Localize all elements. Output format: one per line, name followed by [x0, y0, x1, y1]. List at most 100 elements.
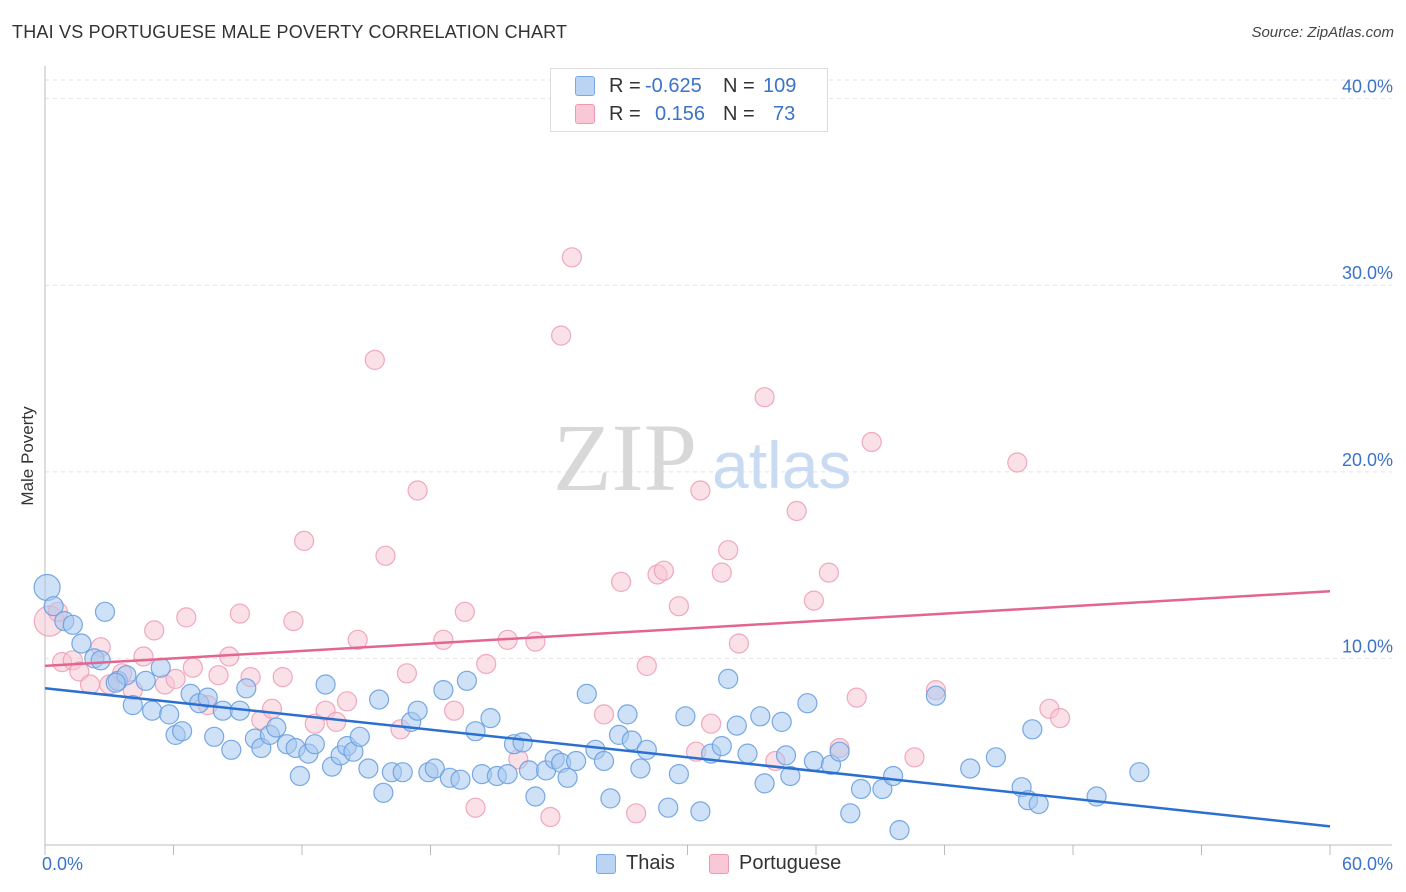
legend-row-thais: R = -0.625 N = 109 — [575, 73, 796, 99]
portuguese-point — [476, 653, 497, 675]
thais-point — [480, 707, 501, 729]
thais-point — [668, 763, 690, 785]
thais-point — [204, 726, 225, 747]
thais-point — [829, 741, 850, 762]
legend-row-portuguese: R = 0.156 N = 73 — [575, 101, 795, 127]
thais-point — [71, 633, 92, 654]
x-tick-label: 60.0% — [1342, 854, 1393, 874]
thais-point — [565, 750, 587, 772]
portuguese-point — [326, 711, 347, 733]
thais-point — [711, 735, 732, 757]
thais-point — [636, 739, 657, 760]
thais-point — [780, 765, 801, 787]
portuguese-point — [364, 349, 385, 370]
watermark: ZIP atlas — [553, 404, 851, 511]
portuguese-point — [636, 655, 657, 677]
thais-point — [617, 704, 638, 725]
thais-point — [889, 819, 910, 841]
thais-point — [850, 778, 872, 800]
thais-point — [960, 758, 981, 779]
thais-point — [557, 767, 578, 788]
portuguese-point — [1007, 452, 1028, 473]
portuguese-point — [229, 603, 250, 624]
data-points — [33, 247, 1150, 841]
portuguese-point — [182, 657, 203, 678]
portuguese-point — [336, 691, 358, 712]
axis-labels: 10.0% 20.0% 30.0% 40.0% 0.0% 60.0% Male Povert… — [18, 77, 1393, 874]
legend-n-label: N = — [723, 74, 755, 97]
y-tick-label: 20.0% — [1342, 450, 1393, 470]
portuguese-swatch — [575, 104, 595, 124]
thais-point — [600, 788, 621, 809]
thais-point — [840, 803, 861, 824]
portuguese-point — [718, 540, 739, 561]
legend: R = -0.625 N = 109 R = 0.156 N = 73 — [550, 68, 828, 132]
portuguese-point — [283, 610, 304, 632]
portuguese-label: Portuguese — [739, 852, 842, 874]
chart-title: THAI VS PORTUGUESE MALE POVERTY CORRELAT… — [12, 22, 568, 42]
thais-point — [754, 773, 775, 794]
portuguese-point — [144, 620, 165, 641]
portuguese-point — [561, 247, 583, 268]
portuguese-point — [690, 480, 711, 501]
thais-point — [882, 765, 904, 787]
thais-point — [212, 700, 233, 721]
thais-point — [803, 750, 825, 772]
thais-point — [1022, 719, 1043, 740]
thais-point — [373, 782, 394, 803]
thais-point — [726, 715, 747, 736]
axes — [44, 66, 1392, 855]
y-tick-label: 30.0% — [1342, 263, 1393, 283]
portuguese-point — [846, 687, 867, 708]
thais-point — [369, 689, 390, 710]
thais-point — [658, 797, 679, 818]
thais-point — [771, 711, 792, 733]
thais-point — [593, 750, 615, 772]
portuguese-point — [668, 596, 690, 617]
legend-n-value: 109 — [763, 74, 797, 97]
bottom-legend-thais: Thais — [596, 852, 675, 875]
thais-point — [159, 704, 180, 725]
thais-point — [135, 670, 156, 691]
portuguese-point — [861, 431, 882, 453]
thais-point — [1028, 793, 1049, 815]
portuguese-point — [69, 661, 90, 682]
thais-point — [197, 687, 218, 708]
portuguese-point — [550, 325, 572, 346]
portuguese-point — [593, 704, 615, 725]
portuguese-point — [728, 633, 750, 654]
legend-r-label: R = — [609, 102, 641, 125]
portuguese-point — [433, 629, 454, 650]
thais-point — [142, 700, 163, 721]
thais-point — [90, 650, 111, 671]
thais-point — [737, 743, 758, 764]
y-tick-label: 10.0% — [1342, 636, 1393, 656]
portuguese-point — [786, 500, 807, 522]
portuguese-point — [396, 663, 417, 684]
thais-point — [304, 734, 325, 755]
legend-n-label: N = — [723, 102, 755, 125]
thais-point — [407, 700, 428, 721]
portuguese-point — [133, 646, 154, 667]
portuguese-point — [465, 797, 486, 818]
portuguese-point — [803, 590, 825, 611]
thais-point — [675, 706, 696, 727]
thais-point — [349, 726, 370, 747]
portuguese-point — [261, 698, 283, 719]
thais-point — [518, 760, 540, 781]
portuguese-point — [444, 700, 465, 721]
portuguese-point — [818, 562, 840, 583]
thais-point — [512, 732, 533, 753]
thais-point — [289, 765, 310, 787]
watermark-zip: ZIP — [553, 404, 697, 511]
thais-point — [236, 678, 257, 699]
thais-point — [392, 762, 413, 783]
portuguese-point — [208, 665, 229, 686]
thais-point — [315, 674, 336, 695]
thais-swatch — [596, 853, 616, 874]
portuguese-point — [525, 631, 546, 652]
portuguese-point — [540, 806, 561, 828]
x-tick-label: 0.0% — [42, 854, 83, 874]
thais-point — [456, 670, 477, 691]
